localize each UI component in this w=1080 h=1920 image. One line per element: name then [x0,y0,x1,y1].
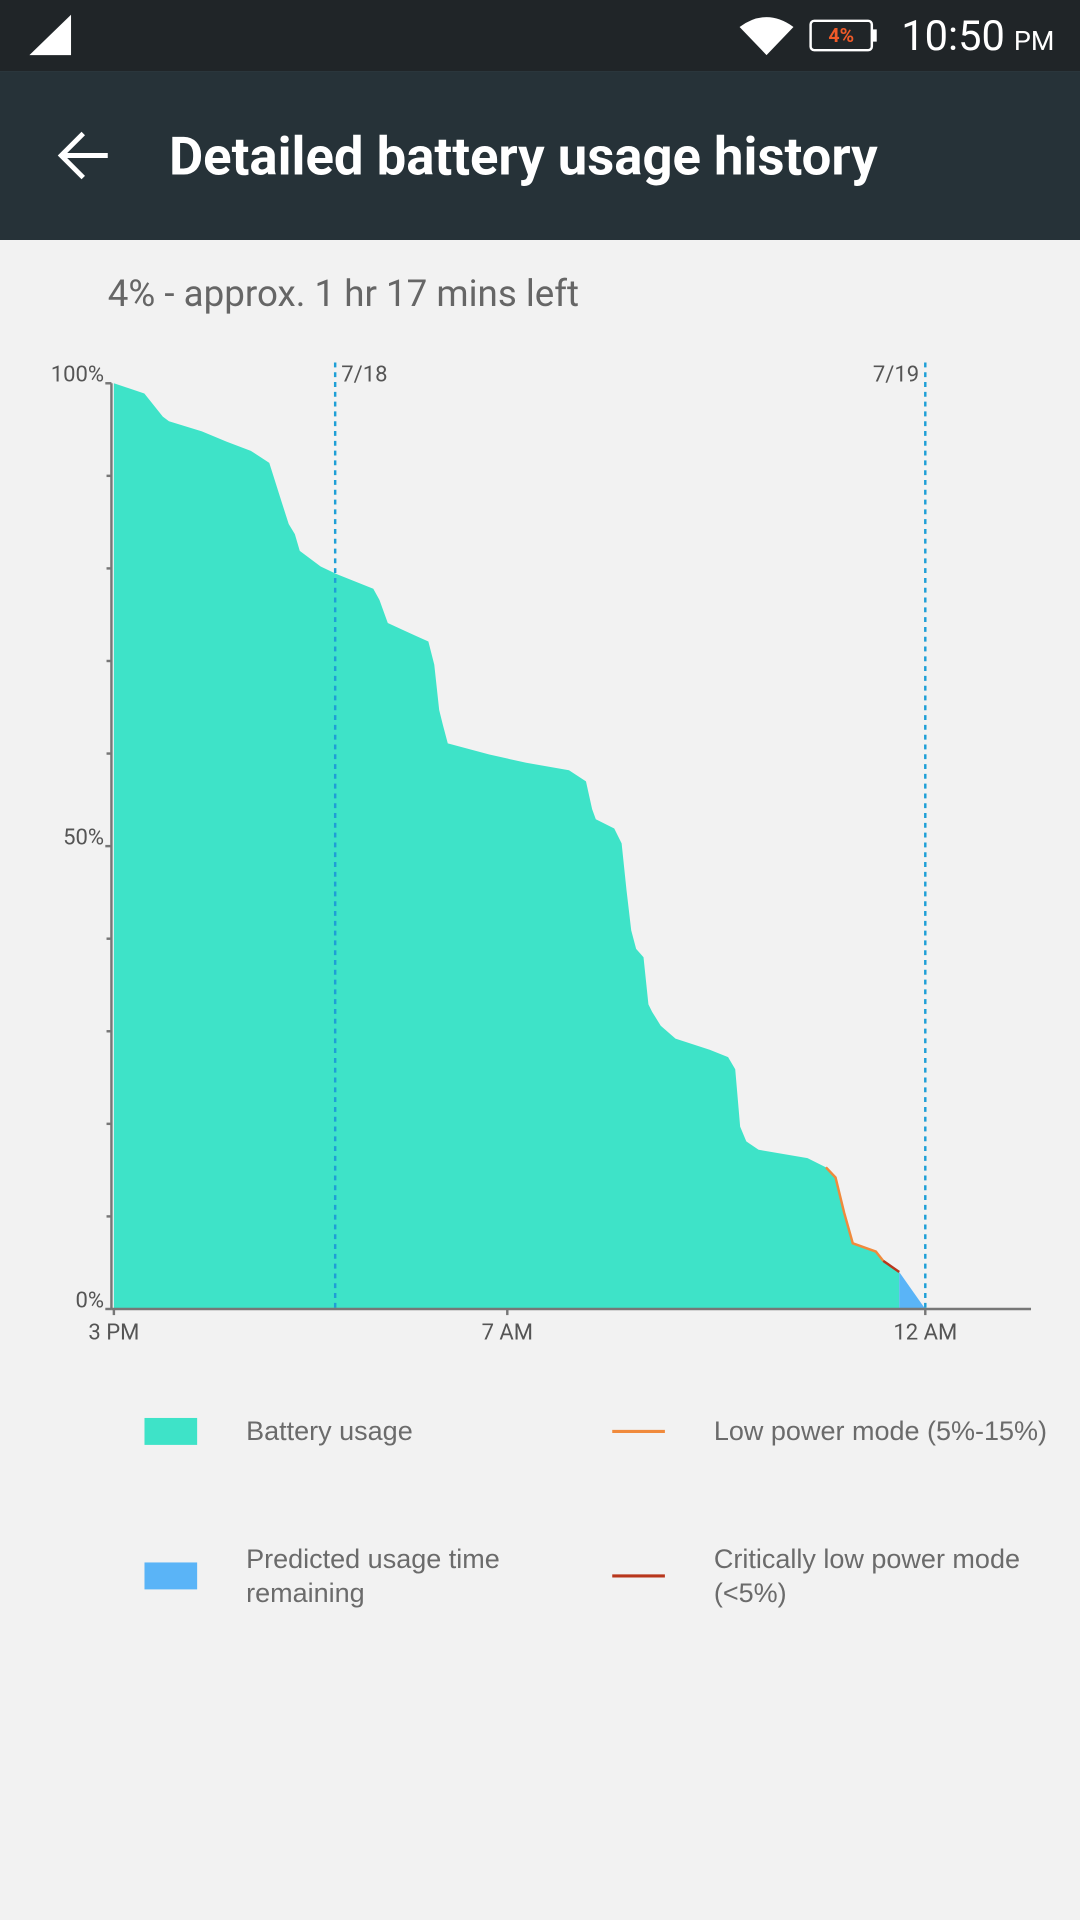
clock-ampm: PM [1014,25,1054,57]
y-tick-label: 0% [76,1288,105,1313]
area [899,1271,926,1309]
date-label: 7/19 [873,363,919,388]
legend-label: Critically low power mode (<5%) [713,1543,1020,1608]
date-label: 7/18 [341,363,387,388]
app-bar [0,71,1080,241]
x-tick-label: 7 AM [482,1320,533,1345]
legend-label: Predicted usage time remaining [246,1543,500,1608]
battery-summary: 4% - approx. 1 hr 17 mins left [108,272,579,315]
legend-swatch [144,1562,198,1590]
y-tick-label: 100% [51,363,104,388]
x-tick-label: 12 AM [893,1320,957,1345]
area [113,383,900,1309]
y-tick-label: 50% [63,826,104,851]
legend-swatch [144,1417,198,1445]
legend-label: Low power mode (5%-15%) [713,1416,1048,1447]
battery-level: 4% [828,24,854,47]
clock: 10:50 [901,12,1005,61]
wifi-icon [739,17,794,56]
back-button[interactable] [57,131,108,180]
x-tick-label: 3 PM [88,1320,139,1345]
line [825,1166,885,1262]
legend-label: Battery usage [246,1416,413,1447]
line [882,1259,900,1273]
status-bar [0,0,1080,72]
page-title: Detailed battery usage history [169,125,878,187]
battery-tip [871,29,877,42]
